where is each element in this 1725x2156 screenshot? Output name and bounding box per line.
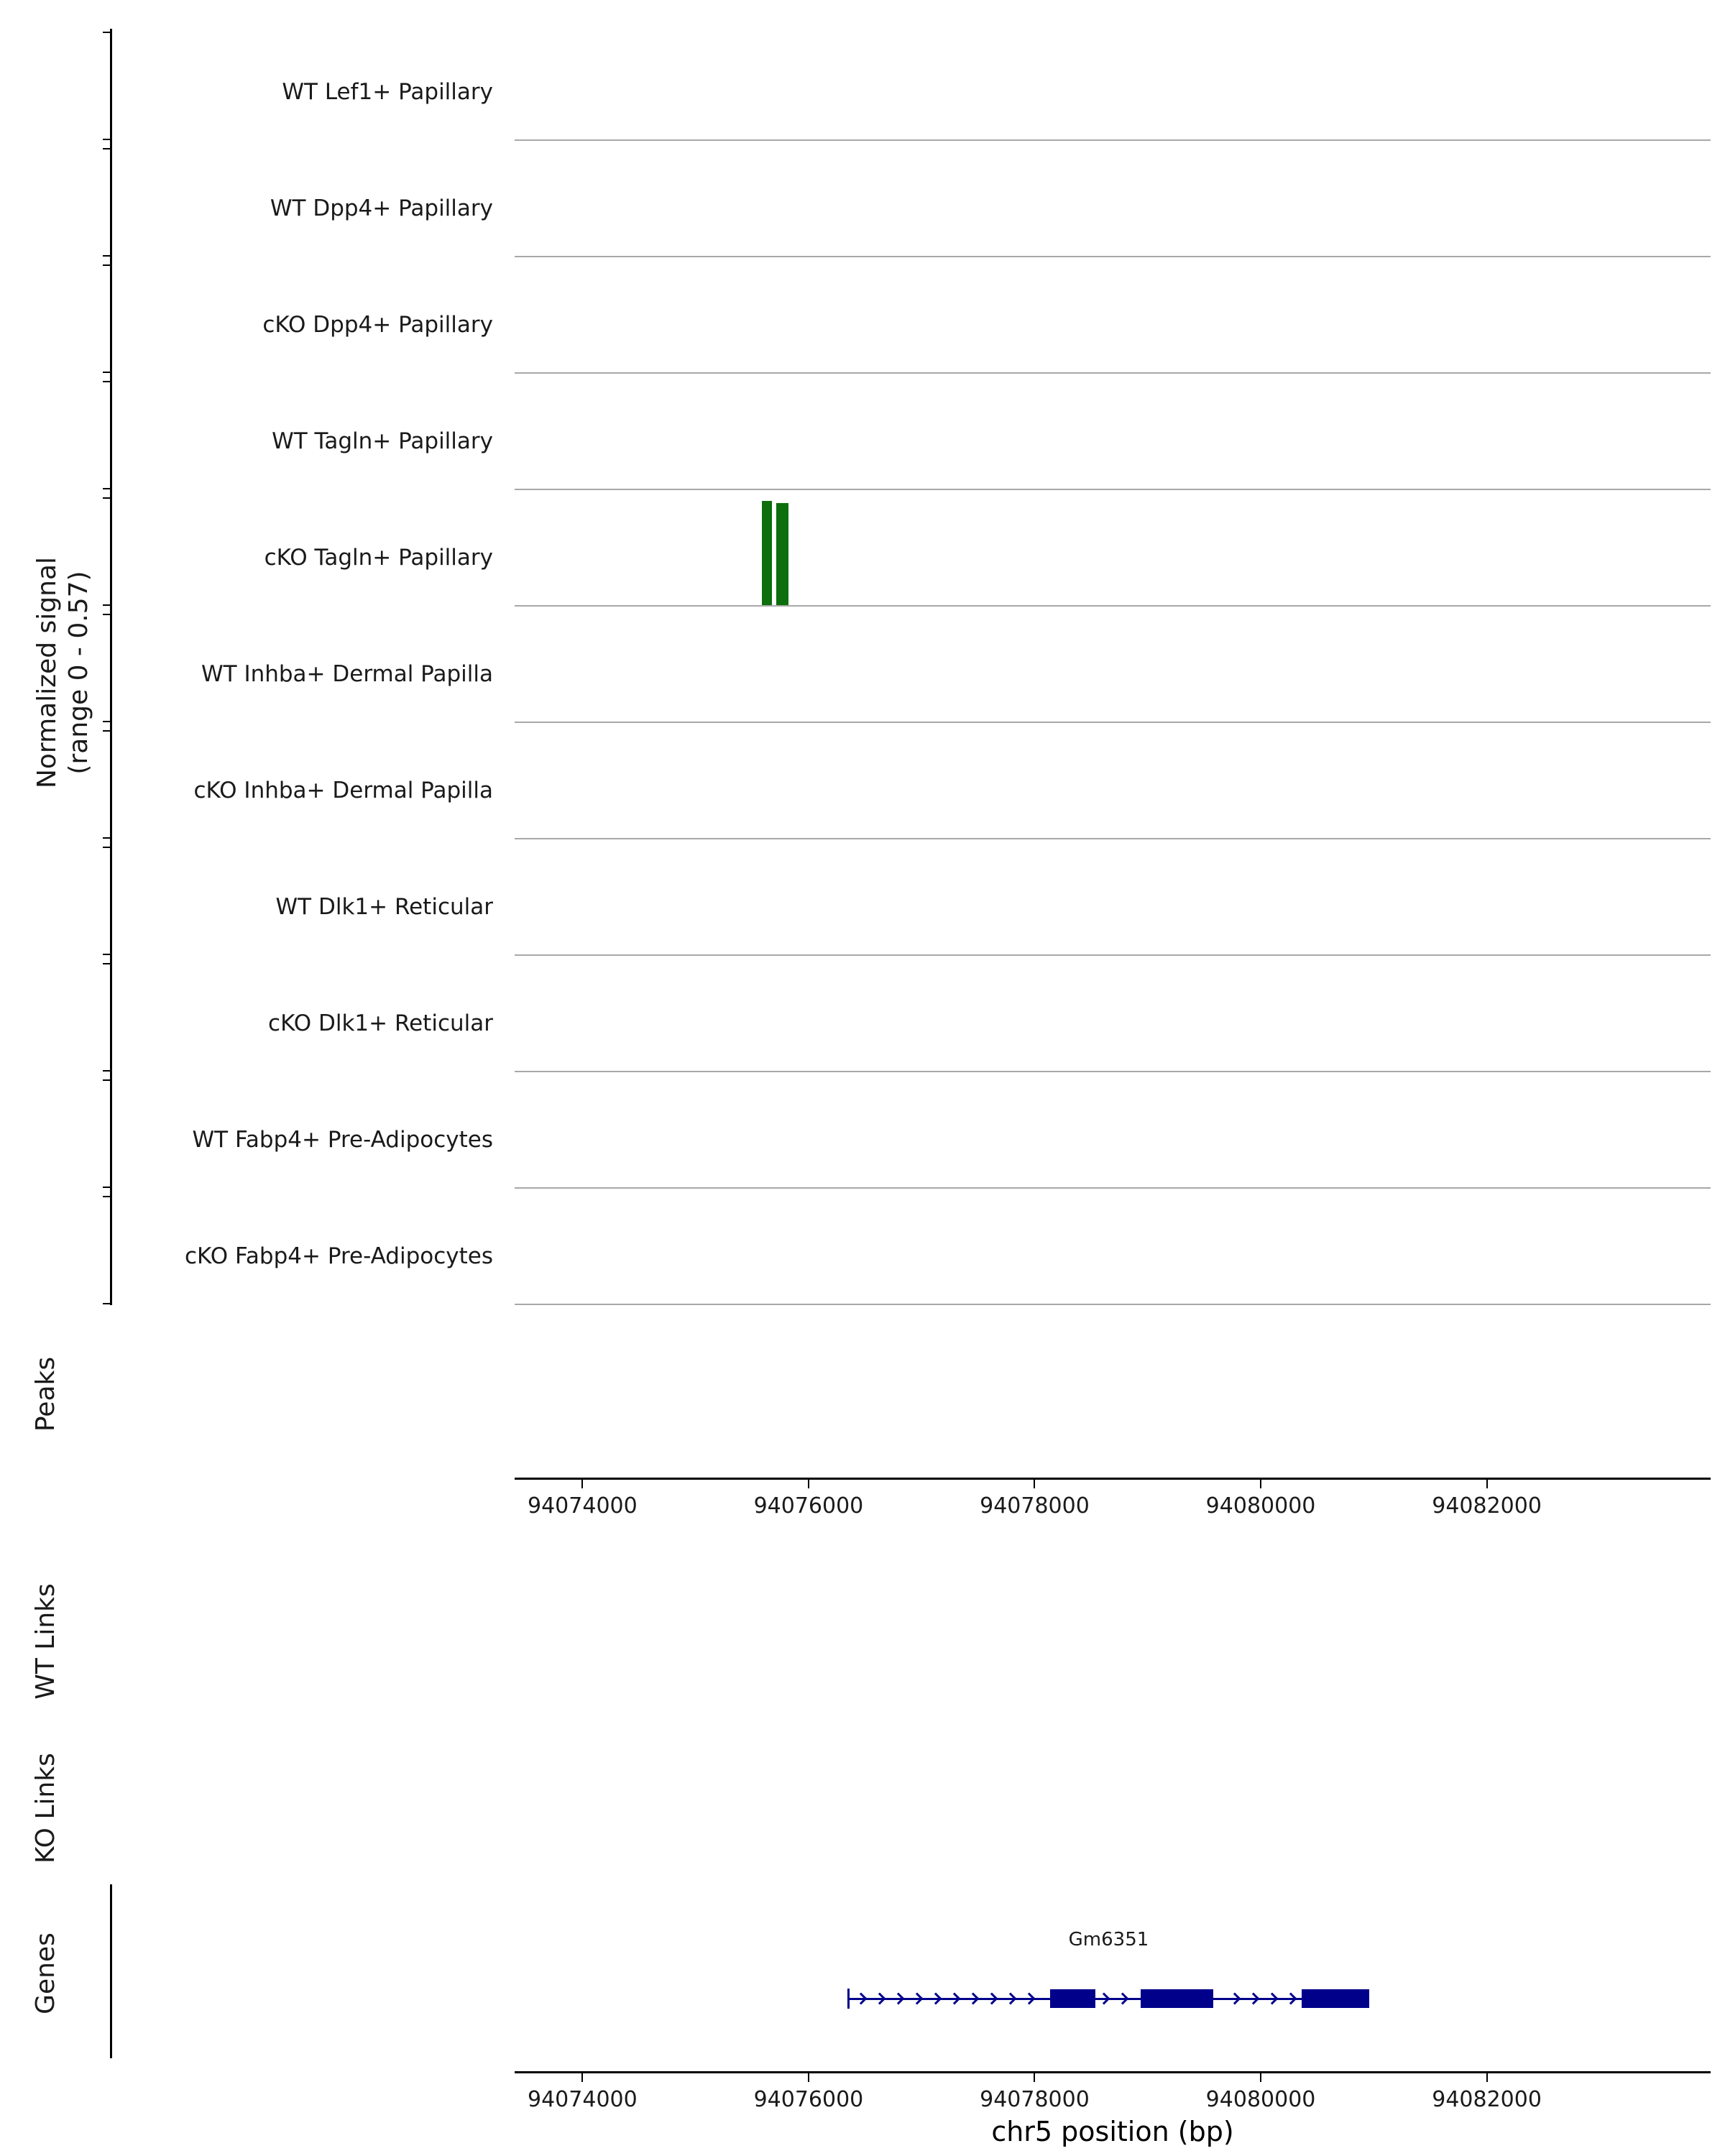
x-axis-tick bbox=[1486, 1480, 1488, 1488]
track-label: WT Inhba+ Dermal Papilla bbox=[201, 661, 493, 687]
x-axis-tick bbox=[1034, 2073, 1036, 2082]
gene-name-label: Gm6351 bbox=[1068, 1929, 1149, 1950]
signal-axis-tick bbox=[103, 730, 110, 732]
gene-strand-arrow-icon bbox=[967, 1992, 980, 2005]
x-tick-label: 94074000 bbox=[528, 1493, 638, 1519]
gene-start-marker bbox=[847, 1989, 850, 2009]
section-label-peaks: Peaks bbox=[31, 1356, 60, 1432]
track-baseline bbox=[515, 489, 1711, 490]
section-label-genes: Genes bbox=[31, 1932, 60, 2014]
gene-strand-arrow-icon bbox=[1004, 1992, 1017, 2005]
track-label: WT Fabp4+ Pre-Adipocytes bbox=[192, 1127, 494, 1153]
signal-axis-tick bbox=[103, 497, 110, 499]
x-tick-label: 94076000 bbox=[753, 1493, 864, 1519]
x-axis-tick bbox=[581, 1480, 584, 1488]
track-label: WT Tagln+ Papillary bbox=[272, 428, 493, 454]
signal-axis-tick bbox=[103, 139, 110, 140]
gene-strand-arrow-icon bbox=[1266, 1992, 1279, 2005]
x-axis-tick bbox=[1486, 2073, 1488, 2082]
x-axis-tick bbox=[581, 2073, 584, 2082]
x-tick-label: 94076000 bbox=[753, 2087, 864, 2112]
track-label: WT Dlk1+ Reticular bbox=[275, 894, 493, 920]
signal-axis-tick bbox=[103, 1187, 110, 1188]
track-baseline bbox=[515, 1304, 1711, 1305]
track-label: WT Dpp4+ Papillary bbox=[270, 195, 493, 221]
signal-axis-tick bbox=[103, 837, 110, 839]
gene-strand-arrow-icon bbox=[1228, 1992, 1241, 2005]
gene-strand-arrow-icon bbox=[873, 1992, 886, 2005]
signal-axis-line bbox=[110, 29, 112, 1305]
gene-strand-arrow-icon bbox=[929, 1992, 942, 2005]
x-axis-tick bbox=[1260, 1480, 1262, 1488]
gene-strand-arrow-icon bbox=[855, 1992, 868, 2005]
signal-axis-tick bbox=[103, 372, 110, 373]
signal-axis-tick bbox=[103, 1303, 110, 1304]
x-tick-label: 94078000 bbox=[980, 2087, 1090, 2112]
signal-peak-bar bbox=[762, 501, 772, 605]
signal-axis-tick bbox=[103, 1196, 110, 1197]
track-label: WT Lef1+ Papillary bbox=[282, 79, 493, 105]
track-baseline bbox=[515, 256, 1711, 257]
signal-axis-tick bbox=[103, 963, 110, 964]
signal-axis-tick bbox=[103, 721, 110, 722]
gene-strand-arrow-icon bbox=[1098, 1992, 1110, 2005]
signal-axis-tick bbox=[103, 954, 110, 955]
gene-body-line bbox=[847, 1998, 1370, 2000]
signal-axis-tick bbox=[103, 488, 110, 489]
track-baseline bbox=[515, 722, 1711, 723]
track-baseline bbox=[515, 954, 1711, 956]
signal-axis-tick bbox=[103, 604, 110, 606]
x-tick-label: 94082000 bbox=[1432, 1493, 1542, 1519]
x-tick-label: 94082000 bbox=[1432, 2087, 1542, 2112]
track-baseline bbox=[515, 838, 1711, 839]
x-axis-tick bbox=[1034, 1480, 1036, 1488]
track-baseline bbox=[515, 139, 1711, 141]
genes-axis-line bbox=[110, 1884, 112, 2058]
x-axis-tick bbox=[1260, 2073, 1262, 2082]
signal-axis-tick bbox=[103, 264, 110, 266]
track-label: cKO Tagln+ Papillary bbox=[264, 545, 493, 571]
gene-strand-arrow-icon bbox=[1284, 1992, 1297, 2005]
x-tick-label: 94080000 bbox=[1205, 1493, 1316, 1519]
gene-exon bbox=[1141, 1989, 1213, 2008]
track-baseline bbox=[515, 1187, 1711, 1189]
x-axis-title: chr5 position (bp) bbox=[991, 2116, 1234, 2147]
track-label: cKO Dlk1+ Reticular bbox=[268, 1010, 493, 1036]
gene-strand-arrow-icon bbox=[1023, 1992, 1036, 2005]
gene-exon bbox=[1050, 1989, 1096, 2008]
gene-strand-arrow-icon bbox=[892, 1992, 905, 2005]
track-label: cKO Fabp4+ Pre-Adipocytes bbox=[185, 1243, 493, 1269]
x-axis-tick bbox=[807, 2073, 809, 2082]
x-tick-label: 94074000 bbox=[528, 2087, 638, 2112]
signal-axis-tick bbox=[103, 381, 110, 382]
x-axis-line bbox=[515, 2071, 1711, 2073]
signal-axis-tick bbox=[103, 847, 110, 848]
signal-axis-tick bbox=[103, 614, 110, 615]
signal-axis-tick bbox=[103, 255, 110, 257]
x-tick-label: 94080000 bbox=[1205, 2087, 1316, 2112]
track-baseline bbox=[515, 605, 1711, 607]
track-label: cKO Inhba+ Dermal Papilla bbox=[193, 778, 494, 803]
signal-axis-tick bbox=[103, 148, 110, 149]
x-axis-tick bbox=[807, 1480, 809, 1488]
signal-axis-tick bbox=[103, 1079, 110, 1081]
track-baseline bbox=[515, 1071, 1711, 1072]
signal-axis-tick bbox=[103, 32, 110, 33]
gene-exon bbox=[1301, 1989, 1369, 2008]
signal-axis-tick bbox=[103, 1070, 110, 1072]
gene-strand-arrow-icon bbox=[985, 1992, 998, 2005]
track-label: cKO Dpp4+ Papillary bbox=[262, 312, 493, 338]
gene-strand-arrow-icon bbox=[911, 1992, 924, 2005]
gene-strand-arrow-icon bbox=[948, 1992, 961, 2005]
track-baseline bbox=[515, 372, 1711, 374]
x-axis-line bbox=[515, 1478, 1711, 1480]
x-tick-label: 94078000 bbox=[980, 1493, 1090, 1519]
signal-peak-bar bbox=[776, 502, 788, 605]
gene-strand-arrow-icon bbox=[1116, 1992, 1129, 2005]
gene-strand-arrow-icon bbox=[1247, 1992, 1260, 2005]
